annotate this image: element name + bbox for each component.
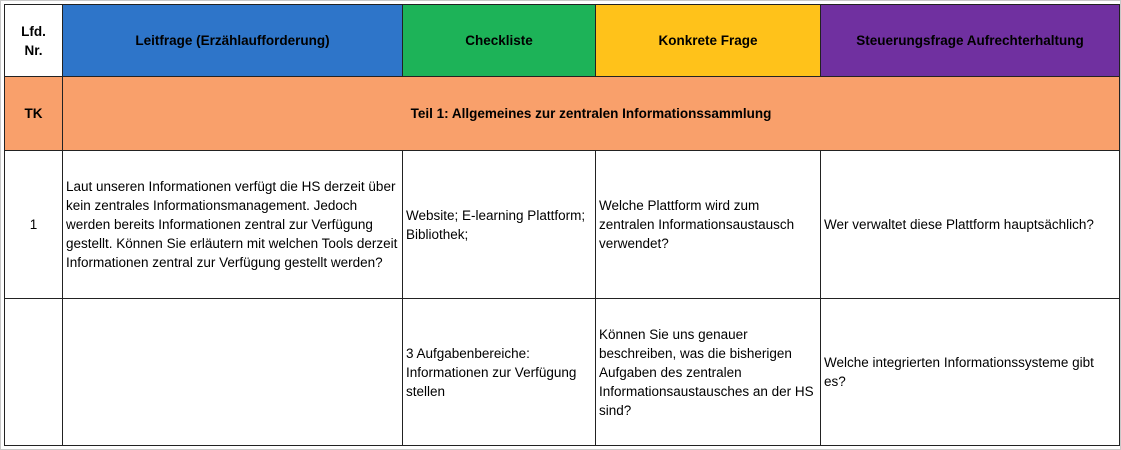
header-lfd-nr[interactable]: Lfd. Nr.	[4, 4, 63, 77]
cell-leitfrage[interactable]: Laut unseren Informationen verfügt die H…	[62, 150, 403, 299]
cell-konkrete-frage[interactable]: Welche Plattform wird zum zentralen Info…	[595, 150, 821, 299]
cell-konkrete-frage[interactable]: Können Sie uns genauer beschreiben, was …	[595, 298, 821, 446]
cell-nr[interactable]	[4, 298, 63, 446]
cell-checkliste[interactable]: Website; E-learning Plattform; Bibliothe…	[402, 150, 596, 299]
section-title[interactable]: Teil 1: Allgemeines zur zentralen Inform…	[62, 76, 1120, 151]
cell-steuerungsfrage[interactable]: Welche integrierten Informationssysteme …	[820, 298, 1120, 446]
section-code[interactable]: TK	[4, 76, 63, 151]
header-leitfrage[interactable]: Leitfrage (Erzählaufforderung)	[62, 4, 403, 77]
header-steuerungsfrage[interactable]: Steuerungsfrage Aufrechterhaltung	[820, 4, 1120, 77]
cell-leitfrage[interactable]	[62, 298, 403, 446]
interview-guide-table: Lfd. Nr. Leitfrage (Erzählaufforderung) …	[4, 4, 1120, 446]
header-row: Lfd. Nr. Leitfrage (Erzählaufforderung) …	[4, 4, 1120, 77]
header-konkrete-frage[interactable]: Konkrete Frage	[595, 4, 821, 77]
table-row: 1 Laut unseren Informationen verfügt die…	[4, 150, 1120, 299]
cell-checkliste[interactable]: 3 Aufgabenbereiche: Informationen zur Ve…	[402, 298, 596, 446]
table-row: 3 Aufgabenbereiche: Informationen zur Ve…	[4, 298, 1120, 446]
cell-nr[interactable]: 1	[4, 150, 63, 299]
header-checkliste[interactable]: Checkliste	[402, 4, 596, 77]
cell-steuerungsfrage[interactable]: Wer verwaltet diese Plattform hauptsächl…	[820, 150, 1120, 299]
section-row: TK Teil 1: Allgemeines zur zentralen Inf…	[4, 76, 1120, 151]
